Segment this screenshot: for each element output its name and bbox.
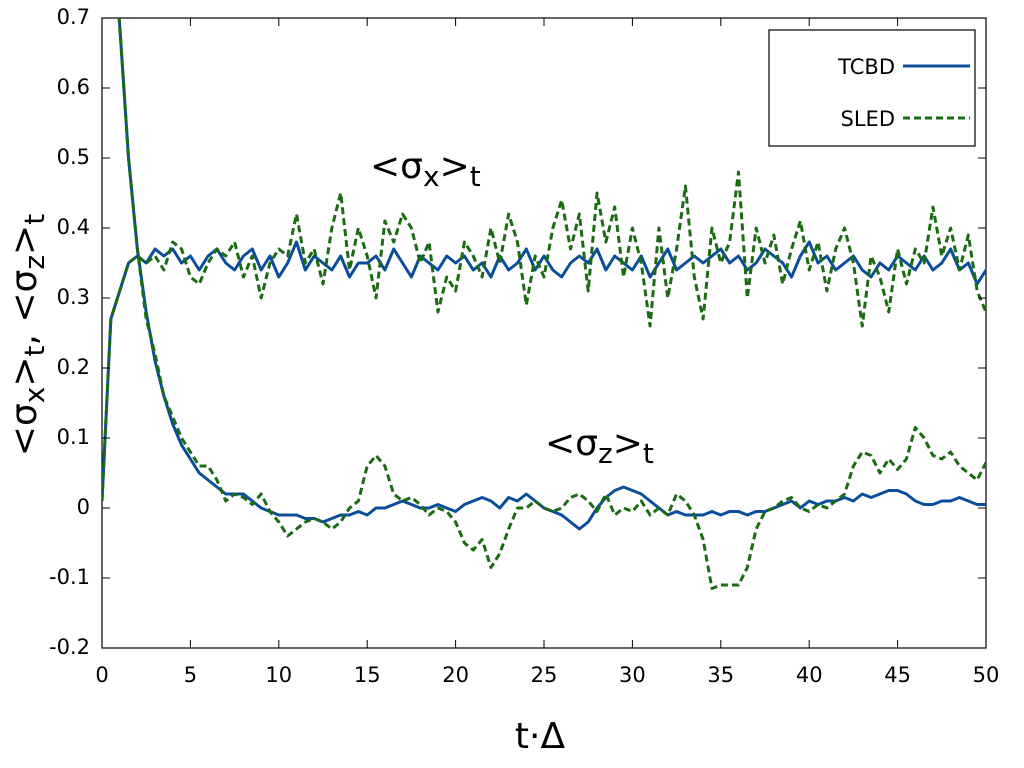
annotation-part: t <box>470 160 481 193</box>
series-line <box>102 170 986 502</box>
x-tick-label: 40 <box>796 663 823 687</box>
annotation-part: <σ <box>545 423 598 464</box>
y-tick-label: 0 <box>77 495 90 519</box>
x-axis-label: t·Δ <box>515 716 566 757</box>
y-axis-label-part: z <box>18 255 51 270</box>
y-tick-label: 0.2 <box>57 355 90 379</box>
x-tick-label: 10 <box>265 663 292 687</box>
y-axis-label-part: > <box>4 225 45 255</box>
x-tick-label: 50 <box>973 663 1000 687</box>
annotation-part: t <box>643 437 654 470</box>
y-tick-label: -0.1 <box>49 565 90 589</box>
x-tick-label: 30 <box>619 663 646 687</box>
annotation-part: > <box>440 146 470 187</box>
annotation-part: > <box>613 423 643 464</box>
plot-area <box>102 18 986 590</box>
y-axis-label-part: , <σ <box>4 270 45 346</box>
y-tick-label: 0.5 <box>57 145 90 169</box>
y-axis-label-part: > <box>4 356 45 386</box>
y-axis-label: <σx>t, <σz>t <box>4 214 51 456</box>
x-tick-label: 35 <box>707 663 734 687</box>
y-tick-label: 0.4 <box>57 215 90 239</box>
x-tick-label: 25 <box>531 663 558 687</box>
x-tick-label: 45 <box>884 663 911 687</box>
x-tick-label: 15 <box>354 663 381 687</box>
y-tick-label: 0.6 <box>57 75 90 99</box>
y-tick-label: 0.7 <box>57 5 90 29</box>
y-axis-label-part: <σ <box>4 403 45 456</box>
y-tick-label: -0.2 <box>49 635 90 659</box>
y-axis-label-part: t <box>18 214 51 225</box>
y-tick-label: 0.3 <box>57 285 90 309</box>
annotation: <σx>t <box>370 146 481 193</box>
x-tick-label: 20 <box>442 663 469 687</box>
series-line <box>117 18 986 531</box>
y-axis-label-part: x <box>18 387 51 404</box>
series-line <box>102 240 986 502</box>
y-tick-label: 0.1 <box>57 425 90 449</box>
x-tick-label: 5 <box>184 663 197 687</box>
annotation-part: <σ <box>370 146 423 187</box>
legend-box <box>768 29 976 147</box>
annotation: <σz>t <box>545 423 654 470</box>
annotation-part: x <box>423 160 440 193</box>
x-tick-label: 0 <box>95 663 108 687</box>
legend-label: SLED <box>841 107 895 131</box>
legend-label: TCBD <box>837 55 895 79</box>
y-axis-label-part: t <box>18 345 51 356</box>
annotation-part: z <box>598 437 613 470</box>
